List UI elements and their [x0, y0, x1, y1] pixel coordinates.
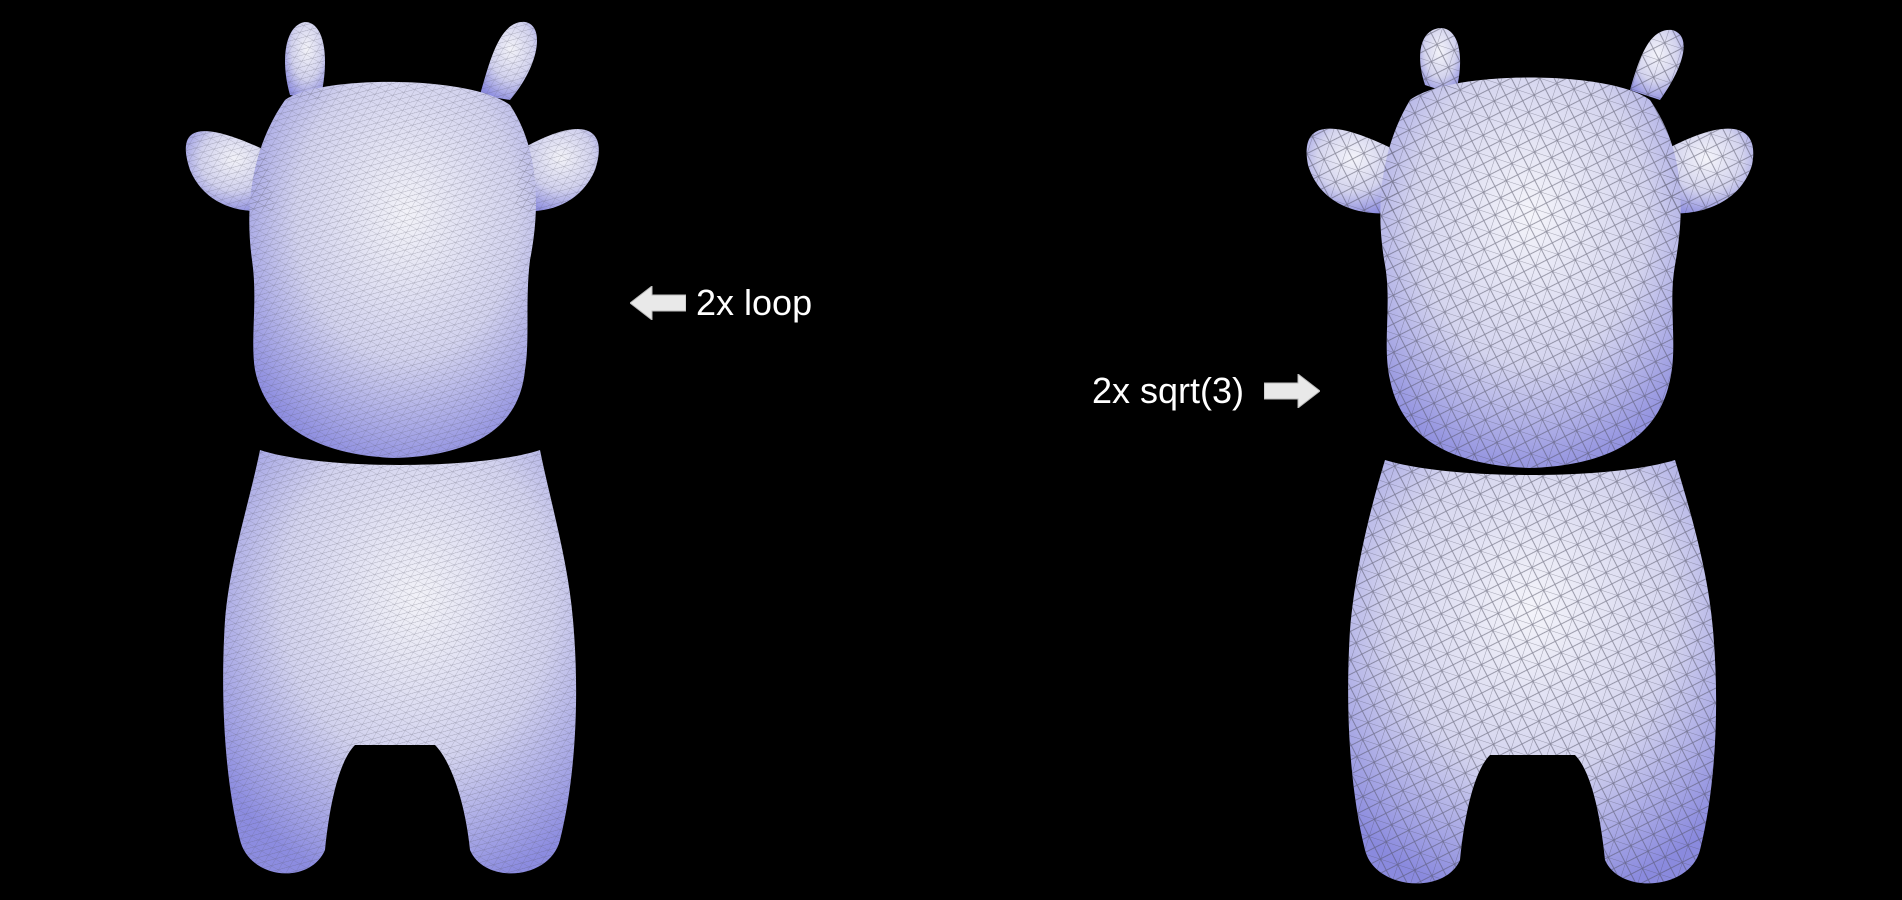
- cow-mesh-loop-icon: [185, 21, 599, 874]
- annotation-loop-text: 2x loop: [696, 282, 813, 323]
- annotation-sqrt3: 2x sqrt(3): [1092, 370, 1321, 412]
- arrow-right-icon: [1264, 374, 1321, 408]
- annotation-loop: 2x loop: [630, 282, 812, 324]
- annotation-sqrt3-text: 2x sqrt(3): [1092, 370, 1245, 411]
- cow-mesh-sqrt3-icon: [1306, 28, 1754, 884]
- arrow-left-icon: [630, 286, 686, 320]
